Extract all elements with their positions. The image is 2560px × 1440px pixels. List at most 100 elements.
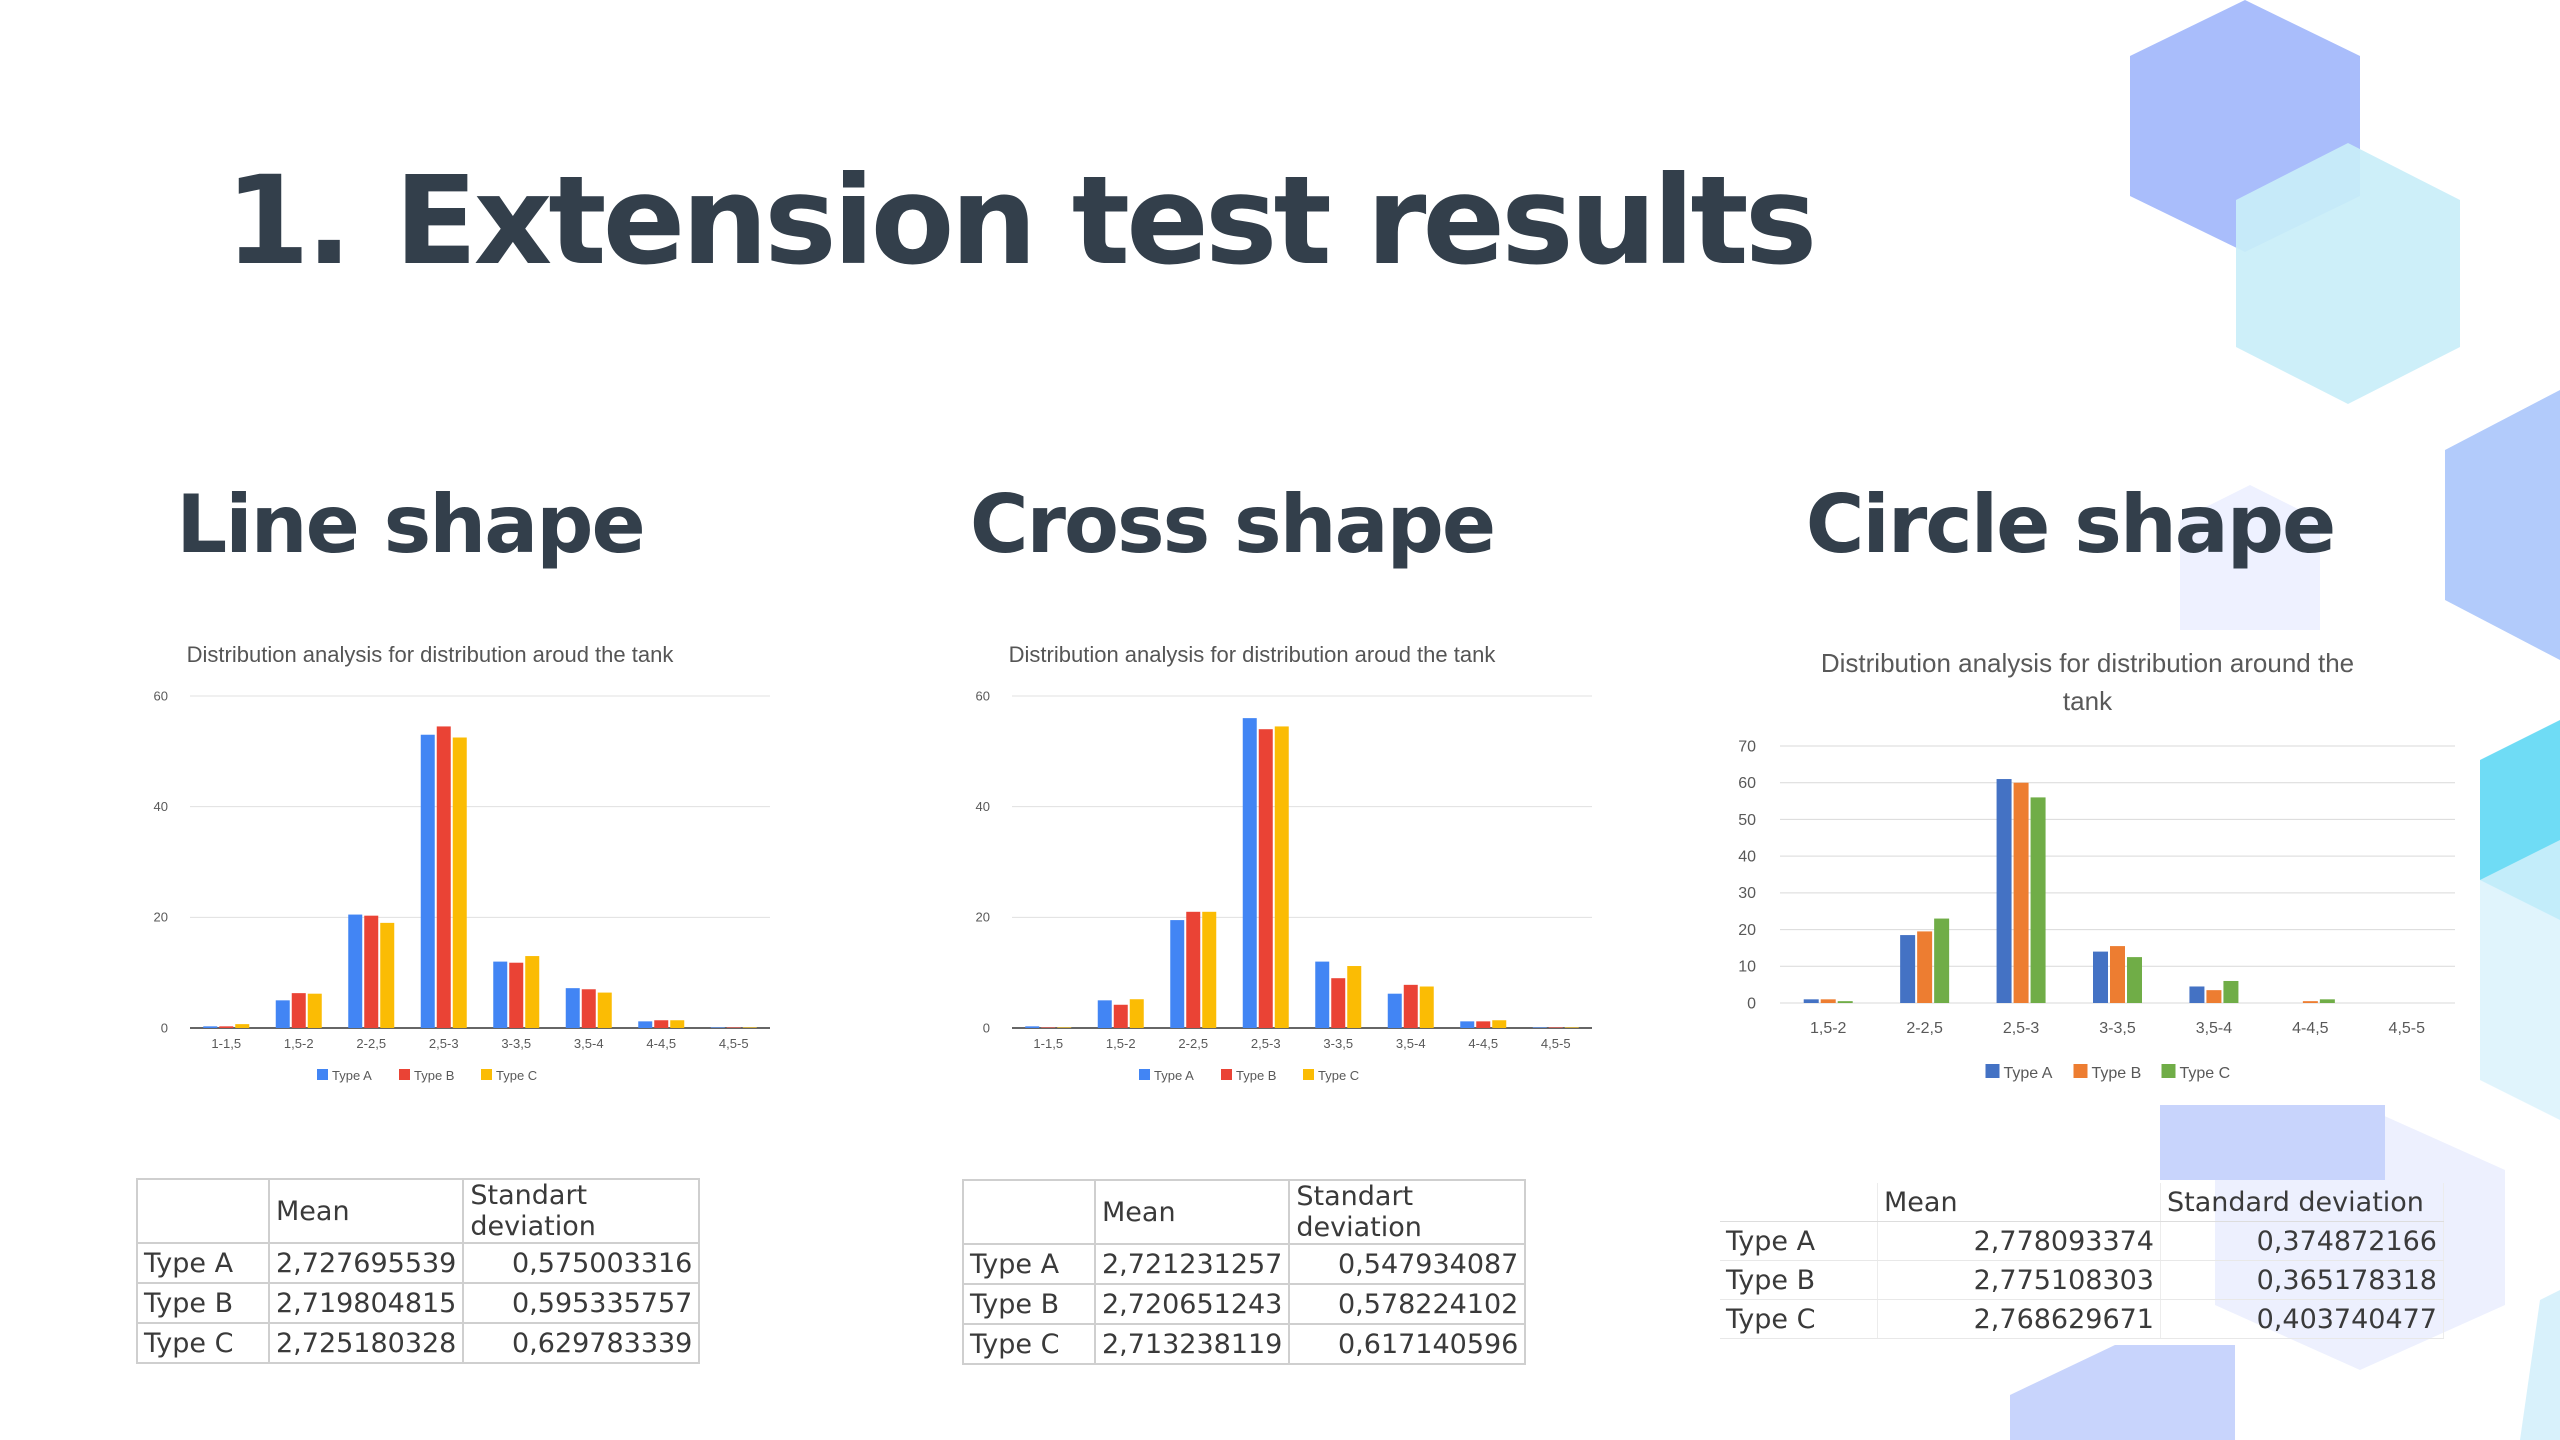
bar (726, 1027, 741, 1028)
section-cross-shape: Cross shape Distribution analysis for di… (922, 0, 1592, 1440)
bar (509, 962, 524, 1028)
table-cell (962, 1179, 1096, 1245)
y-tick-label: 0 (161, 1020, 168, 1035)
bar (2013, 782, 2029, 1003)
bar (1564, 1027, 1579, 1028)
bar (654, 1020, 669, 1028)
bar (1274, 726, 1289, 1028)
bar (2206, 990, 2222, 1003)
table-header-row: Mean Standard deviation (1720, 1183, 2444, 1222)
table-row: Type C 2,713238119 0,617140596 (962, 1323, 1527, 1365)
bar (1097, 1000, 1112, 1028)
bar (1492, 1020, 1507, 1028)
table-cell: Type B (1720, 1260, 1878, 1300)
table-cell: 2,775108303 (1877, 1260, 2161, 1300)
hexagon-shape (2445, 390, 2560, 660)
legend-label: Type C (2180, 1065, 2231, 1082)
page-title: 1. Extension test results (225, 150, 1817, 292)
y-tick-label: 70 (1738, 738, 1756, 755)
bar (1258, 729, 1273, 1028)
table-cell: 0,575003316 (462, 1242, 701, 1284)
bar (1820, 999, 1836, 1003)
bar (380, 922, 395, 1028)
table-cell: 0,403740477 (2160, 1299, 2444, 1339)
bar (1803, 999, 1819, 1003)
table-cell (136, 1178, 270, 1244)
section-title: Line shape (176, 478, 646, 571)
y-tick-label: 0 (1747, 995, 1756, 1012)
x-tick-label: 2-2,5 (356, 1036, 386, 1051)
table-header-row: Mean Standart deviation (136, 1178, 701, 1244)
section-line-shape: Line shape Distribution analysis for dis… (100, 0, 770, 1440)
y-tick-label: 30 (1738, 885, 1756, 902)
y-tick-label: 40 (154, 799, 168, 814)
bar (2302, 1001, 2318, 1003)
bar (420, 734, 435, 1028)
bar (2319, 999, 2335, 1003)
legend-label: Type B (1236, 1068, 1276, 1083)
table-cell: 2,720651243 (1093, 1283, 1291, 1325)
x-tick-label: 1,5-2 (1810, 1020, 1847, 1037)
bar (1419, 986, 1434, 1028)
bar (2127, 957, 2142, 1003)
x-tick-label: 1-1,5 (1033, 1036, 1063, 1051)
bar (1934, 918, 1950, 1003)
table-cell: 2,713238119 (1093, 1323, 1291, 1365)
chart-title: tank (2063, 686, 2113, 716)
stats-table-line: Mean Standart deviation Type A 2,7276955… (136, 1178, 701, 1364)
y-tick-label: 60 (1738, 775, 1756, 792)
legend-swatch (1139, 1069, 1150, 1080)
legend-swatch (317, 1069, 328, 1080)
bar (1548, 1027, 1563, 1028)
table-cell: Type A (136, 1242, 270, 1284)
bar (1242, 718, 1257, 1028)
table-cell: 0,617140596 (1288, 1323, 1527, 1365)
bar (1900, 935, 1916, 1003)
y-tick-label: 20 (154, 910, 168, 925)
table-cell: Mean (1093, 1179, 1291, 1245)
x-tick-label: 1,5-2 (284, 1036, 314, 1051)
bar (1331, 978, 1346, 1028)
bar (1532, 1027, 1547, 1028)
table-row: Type C 2,768629671 0,403740477 (1720, 1299, 2444, 1339)
legend-swatch (1303, 1069, 1314, 1080)
bar (452, 737, 467, 1028)
legend-swatch (1221, 1069, 1232, 1080)
bar (307, 993, 322, 1028)
bar (565, 988, 580, 1028)
bar (1917, 931, 1933, 1003)
table-row: Type A 2,721231257 0,547934087 (962, 1243, 1527, 1285)
table-row: Type C 2,725180328 0,629783339 (136, 1322, 701, 1364)
x-tick-label: 2,5-3 (2003, 1020, 2040, 1037)
chart-title: Distribution analysis for distribution a… (1009, 642, 1497, 667)
y-tick-label: 0 (983, 1020, 990, 1035)
section-circle-shape: Circle shape Distribution analysis for d… (1690, 0, 2470, 1440)
bar (275, 1000, 290, 1028)
table-cell: Type A (1720, 1221, 1878, 1261)
x-tick-label: 2,5-3 (1251, 1036, 1281, 1051)
table-cell: Standart deviation (1288, 1179, 1527, 1245)
y-tick-label: 40 (976, 799, 990, 814)
x-tick-label: 1,5-2 (1106, 1036, 1136, 1051)
bar (2189, 986, 2205, 1003)
bar (1837, 1001, 1853, 1003)
table-cell: 0,629783339 (462, 1322, 701, 1364)
legend-label: Type A (2004, 1065, 2053, 1082)
legend-swatch (399, 1069, 410, 1080)
legend-label: Type A (332, 1068, 372, 1083)
hexagon-shape (2520, 1290, 2560, 1440)
bar (710, 1027, 725, 1028)
hexagon-shape (2160, 1105, 2385, 1180)
bar (742, 1027, 757, 1028)
distribution-chart-circle: Distribution analysis for distribution a… (1738, 648, 2455, 1082)
table-cell (1720, 1183, 1878, 1222)
table-cell: 2,725180328 (267, 1322, 465, 1364)
x-tick-label: 2-2,5 (1178, 1036, 1208, 1051)
table-row: Type B 2,775108303 0,365178318 (1720, 1260, 2444, 1300)
legend-label: Type B (414, 1068, 454, 1083)
bar (525, 956, 540, 1028)
table-cell: Type C (1720, 1299, 1878, 1339)
table-cell: Mean (1877, 1183, 2161, 1222)
x-tick-label: 3-3,5 (2099, 1020, 2136, 1037)
x-tick-label: 3,5-4 (574, 1036, 604, 1051)
